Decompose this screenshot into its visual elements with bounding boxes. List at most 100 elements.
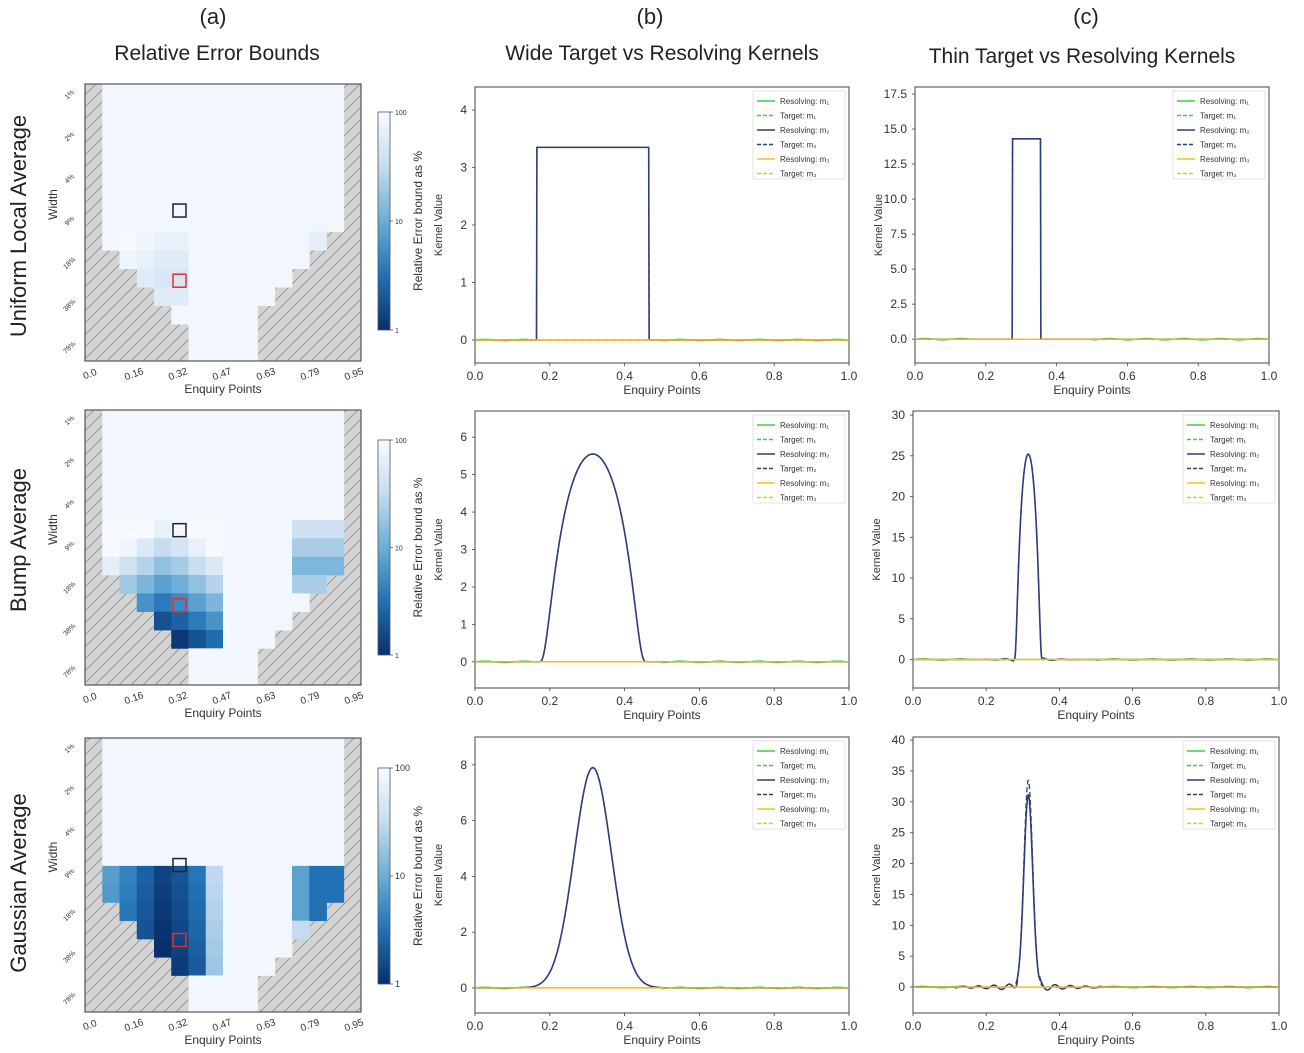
x-tick-label: 0.0 (467, 369, 484, 383)
heatmap-cell (119, 847, 138, 867)
legend-label: Target: m₂ (1200, 141, 1236, 150)
heatmap-cell (223, 630, 241, 649)
heatmap-cell (274, 884, 293, 903)
heatmap-cell (154, 738, 172, 757)
heatmap-cell (171, 630, 189, 649)
heatmap-cell (309, 194, 327, 214)
heatmap-cell (154, 501, 172, 521)
heatmap-cell (171, 575, 189, 594)
legend-label: Resolving: m₂ (780, 776, 829, 785)
y-tick-label: 4 (460, 505, 467, 519)
heatmap-cell (102, 120, 120, 140)
heatmap-cell (136, 884, 155, 903)
x-tick-label: 0.4 (616, 694, 633, 708)
panel-thin-uniform: 0.0 0.2 0.4 0.6 0.8 1.0 Enquiry Points 0.0 2.5 5.… (873, 86, 1278, 397)
heatmap-cell (136, 902, 155, 922)
y-tick-label: 17.5 (884, 87, 908, 101)
heatmap-frame (84, 83, 362, 362)
heatmap-xtick: 0.16 (123, 366, 145, 383)
heatmap-cell (274, 920, 293, 940)
heatmap-cell (205, 593, 224, 613)
y-tick-label: 3 (460, 543, 467, 557)
heatmap-cell (205, 738, 224, 757)
heatmap-cell (326, 538, 345, 558)
heatmap-cell (136, 774, 155, 794)
heatmap-cell (205, 774, 224, 794)
heatmap-cell (309, 575, 327, 594)
heatmap-cell (257, 139, 276, 159)
heatmap-cell (309, 829, 327, 848)
heatmap-cell (102, 176, 120, 196)
heatmap-cell (274, 556, 293, 576)
heatmap-cell (257, 756, 276, 775)
legend-box (752, 414, 846, 504)
heatmap-cell (136, 538, 155, 558)
heatmap-ytick: 78% (63, 992, 78, 1007)
heatmap-cell (240, 865, 258, 885)
heatmap-cell (292, 792, 310, 812)
row-title-uniform: Uniform Local Average (6, 115, 31, 337)
heatmap-cell (171, 84, 189, 103)
heatmap-cell (188, 774, 207, 794)
heatmap-cell (326, 176, 345, 196)
heatmap-cell (119, 575, 138, 594)
heatmap-cell (205, 847, 224, 867)
heatmap-cell (223, 884, 241, 903)
heatmap-cell (154, 231, 172, 251)
heatmap-cell (154, 139, 172, 159)
heatmap-cell (205, 157, 224, 177)
x-tick-label: 0.6 (1119, 369, 1136, 383)
heatmap-cell (326, 84, 345, 103)
heatmap-cell (223, 139, 241, 159)
legend-label: Resolving: m₁ (1210, 421, 1259, 430)
heatmap-cell (223, 792, 241, 812)
heatmap-cell (274, 847, 293, 867)
heatmap-ytick: 4% (64, 173, 76, 185)
y-tick-label: 40 (892, 733, 906, 747)
heatmap-cell (205, 250, 224, 270)
heatmap-cell (292, 231, 310, 251)
heatmap-cell (102, 865, 120, 885)
y-tick-label: 8 (460, 758, 467, 772)
legend-label: Resolving: m₃ (1210, 805, 1260, 814)
heatmap-cell (292, 120, 310, 140)
heatmap-cell (223, 593, 241, 613)
legend-label: Target: m₃ (1210, 494, 1247, 503)
heatmap-ylabel: Width (46, 514, 60, 545)
heatmap-cell (240, 902, 258, 922)
heatmap-cell (102, 738, 120, 757)
heatmap-cell (102, 501, 120, 521)
heatmap-cell (188, 157, 207, 177)
heatmap-cell (136, 120, 155, 140)
colorbar-tick-label: 1 (395, 328, 399, 335)
heatmap-cell (240, 847, 258, 867)
heatmap-cell (171, 287, 189, 306)
heatmap-cell (205, 957, 224, 976)
heatmap-cell (274, 792, 293, 812)
heatmap-cell (205, 410, 224, 429)
heatmap-cell (171, 176, 189, 196)
heatmap-cell (309, 756, 327, 775)
heatmap-cell (136, 410, 155, 429)
heatmap-cell (188, 428, 207, 448)
heatmap-cell (309, 847, 327, 867)
y-tick-label: 10 (892, 918, 906, 932)
heatmap-ytick: 1% (64, 89, 76, 101)
heatmap-cell (223, 648, 241, 668)
heatmap-cell (274, 738, 293, 757)
heatmap-cell (205, 102, 224, 122)
heatmap-cell (102, 538, 120, 558)
y-tick-label: 1 (460, 276, 467, 290)
x-tick-label: 0.4 (1051, 1019, 1068, 1033)
heatmap-cell (292, 774, 310, 794)
heatmap-cell (240, 483, 258, 503)
red-marker (172, 598, 187, 613)
heatmap-cell (223, 465, 241, 484)
x-axis-label: Enquiry Points (1057, 1033, 1134, 1047)
legend-label: Resolving: m₃ (780, 805, 830, 814)
heatmap-cell (292, 829, 310, 848)
heatmap-cell (188, 287, 207, 306)
heatmap-cell (309, 538, 327, 558)
heatmap-cell (292, 483, 310, 503)
legend-label: Target: m₁ (1210, 436, 1246, 445)
